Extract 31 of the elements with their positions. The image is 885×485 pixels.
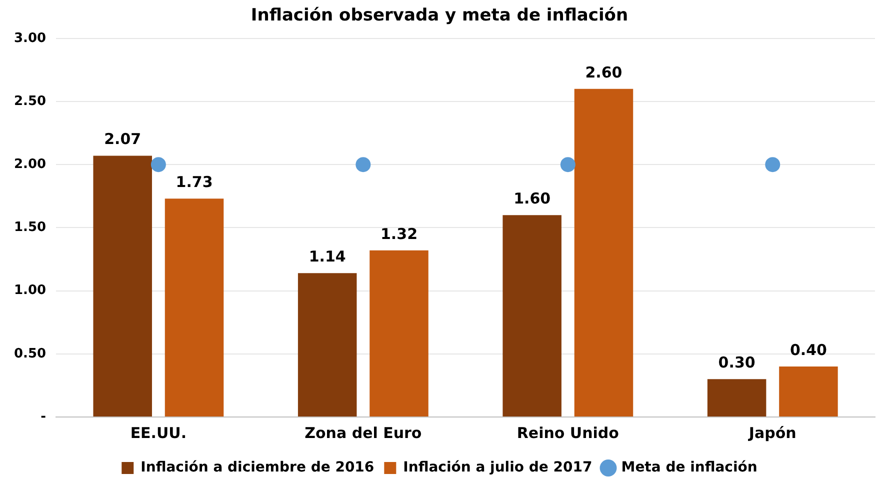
y-tick-label: 1.00: [14, 283, 46, 298]
data-label: 2.60: [585, 63, 622, 82]
x-tick-label: Japón: [748, 424, 796, 442]
y-tick-label: -: [40, 409, 46, 424]
bar: [707, 379, 766, 416]
data-label: 1.32: [380, 224, 418, 243]
data-label: 1.73: [176, 173, 213, 192]
y-tick-label: 0.50: [14, 346, 46, 362]
bar: [370, 250, 428, 416]
x-tick-label: EE.UU.: [130, 424, 187, 442]
x-tick-label: Zona del Euro: [304, 424, 422, 442]
y-tick-label: 2.00: [14, 156, 46, 172]
y-tick-label: 1.50: [14, 220, 46, 236]
y-tick-label: 3.00: [14, 30, 46, 46]
y-tick-label: 2.50: [14, 94, 46, 109]
legend-label: Inflación a diciembre de 2016: [140, 460, 374, 476]
chart-title: Inflación observada y meta de inflación: [250, 6, 628, 26]
bar: [779, 366, 838, 416]
data-label: 1.60: [514, 189, 551, 208]
bar: [164, 198, 224, 416]
bar: [502, 215, 562, 416]
data-label: 1.14: [308, 248, 346, 266]
bar: [93, 156, 152, 416]
data-label: 0.40: [790, 340, 827, 359]
data-label: 0.30: [718, 354, 756, 372]
x-tick-label: Reino Unido: [516, 424, 619, 442]
bar: [574, 88, 634, 416]
data-label: 2.07: [104, 130, 142, 148]
legend-label: Meta de inflación: [621, 460, 758, 476]
legend-label: Inflación a julio de 2017: [403, 460, 592, 476]
bar: [298, 273, 357, 416]
